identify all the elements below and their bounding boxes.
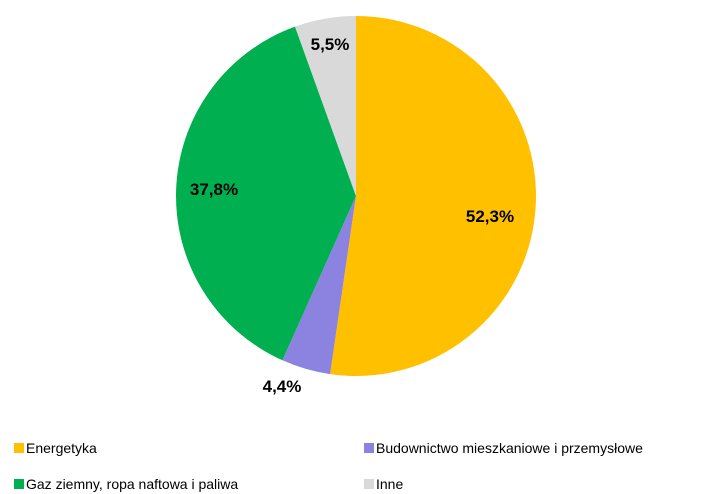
chart-legend: Energetyka Budownictwo mieszkaniowe i pr… — [0, 436, 713, 494]
pie-chart: 52,3% 4,4% 37,8% 5,5% — [175, 16, 536, 396]
data-label-inne: 5,5% — [311, 35, 350, 54]
pie-slice-gaz — [175, 26, 356, 361]
legend-swatch-energetyka — [14, 443, 24, 453]
data-label-energetyka: 52,3% — [466, 207, 514, 226]
legend-swatch-inne — [364, 479, 374, 489]
legend-item-gaz: Gaz ziemny, ropa naftowa i paliwa — [14, 476, 238, 492]
data-label-budownictwo: 4,4% — [263, 377, 302, 396]
data-label-gaz: 37,8% — [190, 180, 238, 199]
legend-item-inne: Inne — [364, 476, 403, 492]
legend-item-energetyka: Energetyka — [14, 440, 97, 456]
pie-slice-energetyka — [330, 16, 536, 376]
legend-swatch-gaz — [14, 479, 24, 489]
legend-label-budownictwo: Budownictwo mieszkaniowe i przemysłowe — [376, 440, 643, 456]
legend-label-inne: Inne — [376, 476, 404, 492]
legend-item-budownictwo: Budownictwo mieszkaniowe i przemysłowe — [364, 440, 643, 456]
pie-slice-inne — [295, 16, 356, 196]
pie-slice-budownictwo — [282, 196, 356, 375]
legend-label-gaz: Gaz ziemny, ropa naftowa i paliwa — [26, 476, 239, 492]
legend-label-energetyka: Energetyka — [26, 440, 97, 456]
legend-swatch-budownictwo — [364, 443, 374, 453]
